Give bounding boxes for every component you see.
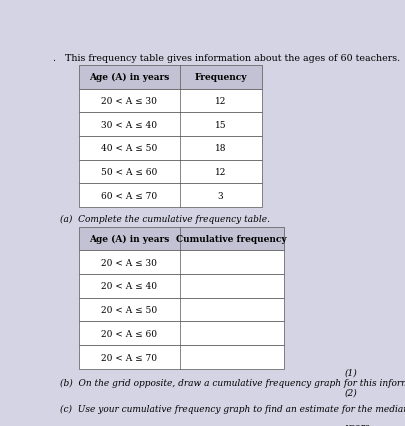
Text: 20 < A ≤ 40: 20 < A ≤ 40 bbox=[101, 282, 157, 291]
Bar bbox=[79, 298, 283, 322]
Text: Age (A) in years: Age (A) in years bbox=[89, 73, 169, 82]
Text: 20 < A ≤ 30: 20 < A ≤ 30 bbox=[101, 258, 157, 267]
Text: (b)  On the grid opposite, draw a cumulative frequency graph for this informatio: (b) On the grid opposite, draw a cumulat… bbox=[60, 378, 405, 387]
Bar bbox=[79, 227, 283, 251]
Text: 40 < A ≤ 50: 40 < A ≤ 50 bbox=[101, 144, 157, 153]
Text: 50 < A ≤ 60: 50 < A ≤ 60 bbox=[101, 168, 157, 177]
Text: Cumulative frequency: Cumulative frequency bbox=[176, 235, 286, 244]
Text: (2): (2) bbox=[344, 388, 357, 397]
Bar bbox=[79, 322, 283, 345]
Bar bbox=[79, 345, 283, 369]
Bar bbox=[79, 113, 261, 137]
Text: 18: 18 bbox=[214, 144, 226, 153]
Text: ............................: ............................ bbox=[255, 423, 335, 426]
Bar bbox=[79, 66, 261, 89]
Text: 20 < A ≤ 50: 20 < A ≤ 50 bbox=[101, 305, 157, 314]
Text: .: . bbox=[52, 54, 55, 63]
Bar bbox=[79, 251, 283, 274]
Bar bbox=[79, 160, 261, 184]
Text: Frequency: Frequency bbox=[194, 73, 246, 82]
Bar bbox=[79, 89, 261, 113]
Text: 12: 12 bbox=[214, 97, 226, 106]
Text: Age (A) in years: Age (A) in years bbox=[89, 235, 169, 244]
Text: 12: 12 bbox=[214, 168, 226, 177]
Bar bbox=[79, 274, 283, 298]
Bar bbox=[79, 137, 261, 160]
Text: (c)  Use your cumulative frequency graph to find an estimate for the median age.: (c) Use your cumulative frequency graph … bbox=[60, 404, 405, 414]
Text: This frequency table gives information about the ages of 60 teachers.: This frequency table gives information a… bbox=[65, 54, 399, 63]
Text: (1): (1) bbox=[344, 367, 357, 376]
Text: 20 < A ≤ 70: 20 < A ≤ 70 bbox=[101, 353, 157, 362]
Text: 20 < A ≤ 30: 20 < A ≤ 30 bbox=[101, 97, 157, 106]
Text: (a)  Complete the cumulative frequency table.: (a) Complete the cumulative frequency ta… bbox=[60, 215, 269, 224]
Text: 30 < A ≤ 40: 30 < A ≤ 40 bbox=[101, 121, 157, 130]
Text: 20 < A ≤ 60: 20 < A ≤ 60 bbox=[101, 329, 157, 338]
Text: 15: 15 bbox=[214, 121, 226, 130]
Text: 60 < A ≤ 70: 60 < A ≤ 70 bbox=[101, 191, 157, 200]
Text: 3: 3 bbox=[217, 191, 223, 200]
Text: years: years bbox=[344, 423, 369, 426]
Bar bbox=[79, 184, 261, 207]
